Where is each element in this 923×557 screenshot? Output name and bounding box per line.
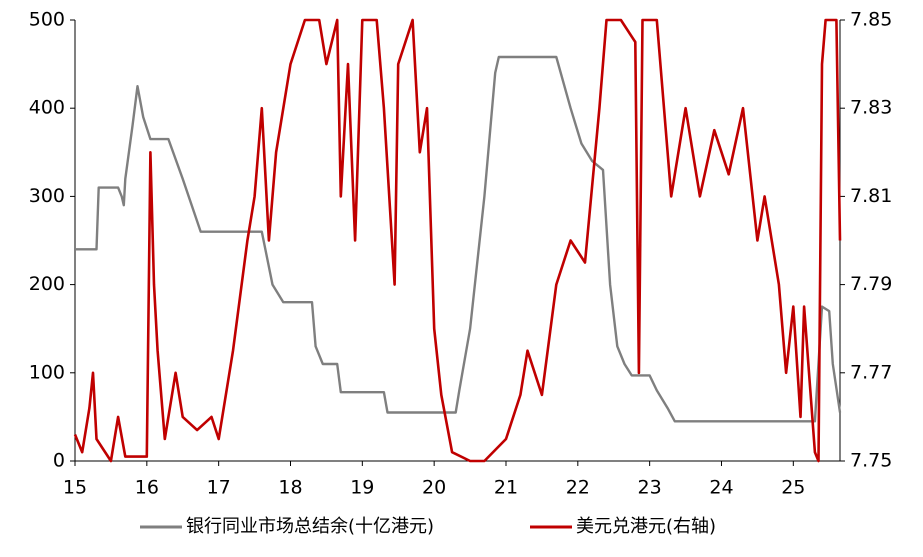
- x-tick-label: 24: [709, 477, 733, 499]
- y-tick-label: 200: [29, 273, 65, 295]
- x-tick-label: 17: [207, 477, 231, 499]
- x-tick-label: 21: [494, 477, 518, 499]
- y2-tick-label: 7.85: [850, 9, 892, 31]
- y-tick-label: 400: [29, 97, 65, 119]
- legend-label: 银行同业市场总结余(十亿港元): [186, 516, 434, 537]
- y-tick-label: 100: [29, 361, 65, 383]
- x-tick-label: 18: [278, 477, 302, 499]
- y-tick-label: 0: [53, 450, 65, 472]
- y2-tick-label: 7.81: [850, 185, 892, 207]
- x-tick-label: 16: [135, 477, 159, 499]
- legend-label: 美元兑港元(右轴): [576, 516, 716, 537]
- y2-tick-label: 7.75: [850, 450, 892, 472]
- x-tick-label: 20: [422, 477, 446, 499]
- x-tick-label: 15: [63, 477, 87, 499]
- y-tick-label: 300: [29, 185, 65, 207]
- series-line: [75, 55, 842, 423]
- y2-tick-label: 7.79: [850, 273, 892, 295]
- legend: 银行同业市场总结余(十亿港元) 美元兑港元(右轴): [140, 516, 716, 537]
- x-tick-label: 19: [350, 477, 374, 499]
- x-tick-label: 25: [781, 477, 805, 499]
- y2-tick-label: 7.77: [850, 361, 892, 383]
- y2-tick-label: 7.83: [850, 97, 892, 119]
- y-tick-label: 500: [29, 9, 65, 31]
- x-tick-label: 22: [566, 477, 590, 499]
- series-line: [73, 18, 842, 463]
- x-tick-label: 23: [638, 477, 662, 499]
